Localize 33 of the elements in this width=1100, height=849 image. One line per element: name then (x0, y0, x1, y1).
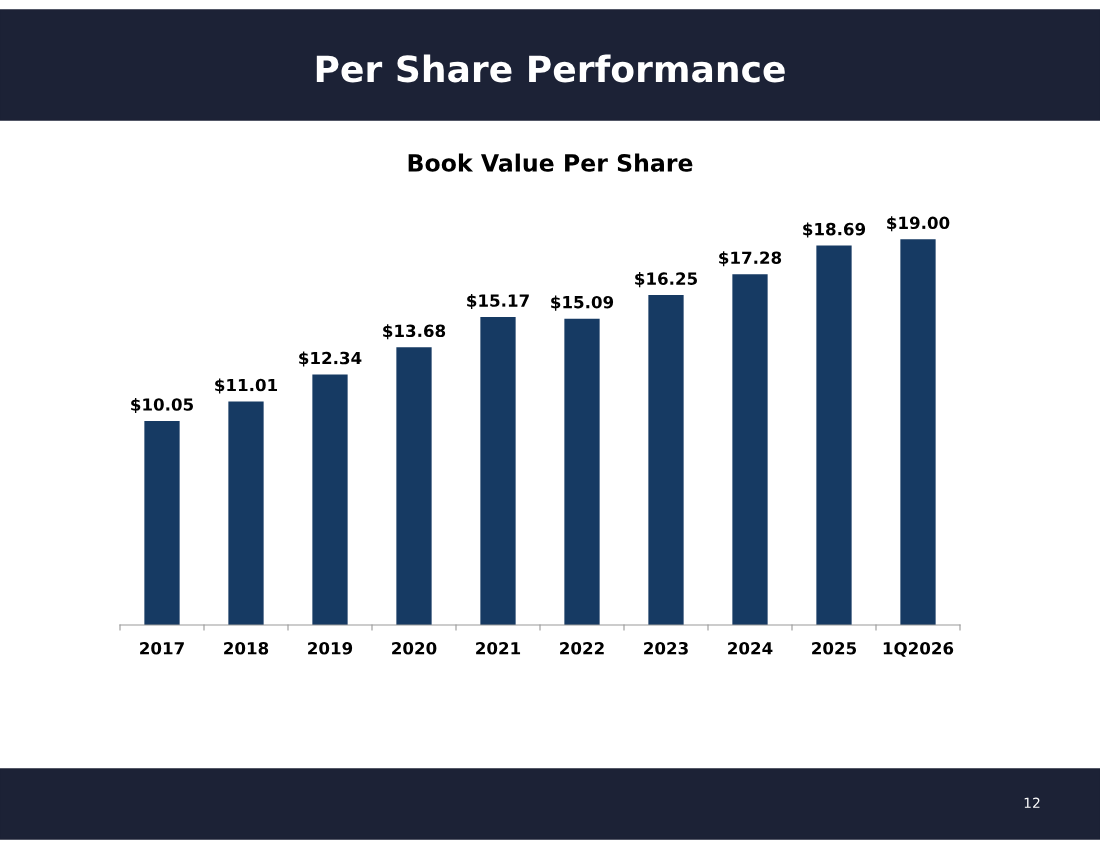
bar (480, 317, 516, 625)
bar (648, 295, 684, 625)
x-tick-label: 1Q2026 (883, 641, 954, 657)
data-label: $17.28 (719, 251, 782, 267)
data-label: $18.69 (803, 222, 866, 238)
x-tick-label: 2020 (392, 641, 437, 655)
data-label: $10.05 (131, 397, 193, 414)
bar (900, 239, 936, 625)
bar (144, 420, 180, 625)
x-tick-label: 2021 (476, 641, 521, 655)
bar (396, 347, 432, 625)
x-tick-label: 2017 (140, 641, 184, 655)
bar (564, 318, 600, 625)
text: 12 (1024, 797, 1040, 808)
data-label: $15.09 (551, 295, 614, 311)
x-tick-label: 2018 (224, 641, 269, 655)
data-label: $12.34 (299, 351, 362, 367)
data-label: $19.00 (887, 216, 950, 232)
x-tick-label: 2019 (308, 641, 353, 655)
x-tick-label: 2023 (644, 641, 688, 655)
bar (228, 401, 264, 625)
data-label: $11.01 (215, 378, 278, 394)
bar (816, 245, 852, 625)
x-tick-label: 2025 (812, 641, 857, 655)
bar (312, 374, 348, 625)
data-label: $15.17 (467, 293, 529, 310)
data-label: $13.68 (383, 324, 446, 340)
x-tick-label: 2022 (560, 641, 604, 655)
chart-title: Per Share Performance (316, 54, 785, 83)
bar (732, 274, 768, 625)
chart-subtitle: Book Value Per Share (408, 153, 693, 172)
data-label: $16.25 (635, 272, 697, 288)
x-tick-label: 2024 (728, 641, 773, 655)
